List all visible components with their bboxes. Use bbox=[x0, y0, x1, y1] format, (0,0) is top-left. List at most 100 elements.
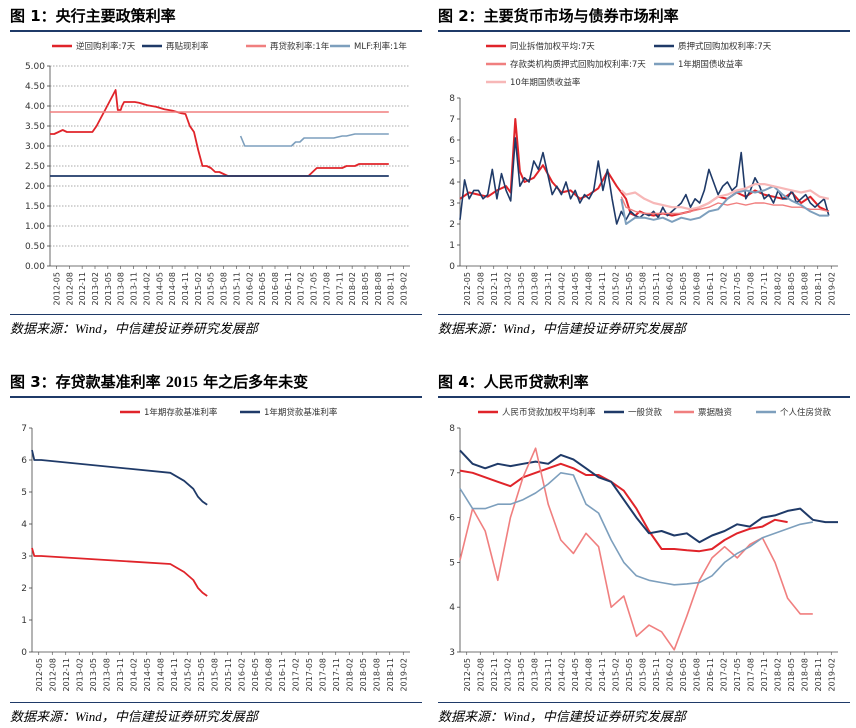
chart-svg-3: 0 1 2 3 4 5 6 7 2012-05 2012-08 2012-11 2013-02 2013… bbox=[21, 407, 410, 691]
x-tick-label: 2015-11 bbox=[652, 658, 661, 691]
chart-title-text-1: 央行主要政策利率 bbox=[55, 7, 176, 25]
y-tick-label: 1 bbox=[21, 616, 27, 626]
chart-panel-4: 图 4：人民币贷款利率 3 4 5 6 7 8 2012-05 2012-08 2012-11 2… bbox=[438, 370, 856, 726]
x-tick-label: 2018-02 bbox=[345, 658, 354, 691]
y-tick-label: 8 bbox=[449, 94, 455, 104]
x-tick-label: 2012-11 bbox=[490, 272, 499, 305]
source-rule bbox=[438, 702, 850, 703]
chart-svg-4: 3 4 5 6 7 8 2012-05 2012-08 2012-11 2013-02 2013-0… bbox=[449, 407, 838, 691]
x-tick-label: 2014-05 bbox=[571, 658, 580, 691]
series-line bbox=[31, 449, 208, 506]
x-tick-label: 2012-08 bbox=[48, 658, 57, 691]
y-tick-label: 7 bbox=[21, 424, 27, 434]
x-tick-label: 2015-02 bbox=[194, 272, 203, 305]
x-tick-label: 2016-11 bbox=[284, 272, 293, 305]
x-tick-label: 2016-05 bbox=[258, 272, 267, 305]
x-tick-label: 2015-02 bbox=[611, 658, 620, 691]
y-tick-label: 0.00 bbox=[25, 262, 45, 272]
x-tick-label: 2013-08 bbox=[530, 658, 539, 691]
y-tick-label: 4 bbox=[449, 603, 455, 613]
x-tick-label: 2015-08 bbox=[638, 272, 647, 305]
legend-label: 再贴现利率 bbox=[166, 41, 209, 52]
x-tick-label: 2018-08 bbox=[800, 272, 809, 305]
series-line bbox=[239, 133, 389, 147]
x-tick-label: 2014-08 bbox=[584, 272, 593, 305]
y-tick-label: 0.50 bbox=[25, 242, 45, 252]
y-tick-label: 1 bbox=[449, 241, 455, 251]
legend-label: 再贷款利率:1年 bbox=[270, 41, 330, 52]
x-tick-label: 2012-05 bbox=[463, 272, 472, 305]
legend-label: 存款类机构质押式回购加权利率:7天 bbox=[510, 59, 646, 70]
series-line bbox=[459, 449, 838, 544]
x-tick-label: 2014-02 bbox=[129, 658, 138, 691]
source-note: 数据来源：Wind，中信建投证券研究发展部 bbox=[438, 709, 686, 724]
y-tick-label: 1.50 bbox=[25, 202, 45, 212]
x-tick-label: 2018-05 bbox=[359, 658, 368, 691]
x-tick-label: 2016-08 bbox=[264, 658, 273, 691]
series-line bbox=[620, 185, 829, 225]
x-tick-label: 2017-05 bbox=[733, 272, 742, 305]
source-note: 数据来源：Wind，中信建投证券研究发展部 bbox=[438, 321, 686, 336]
legend-label: 1年期存款基准利率 bbox=[144, 407, 218, 418]
x-tick-label: 2018-08 bbox=[800, 658, 809, 691]
x-tick-label: 2016-05 bbox=[679, 658, 688, 691]
y-tick-label: 8 bbox=[449, 424, 455, 434]
legend-label: MLF:利率:1年 bbox=[354, 41, 407, 52]
x-tick-label: 2019-02 bbox=[399, 658, 408, 691]
x-tick-label: 2018-08 bbox=[374, 272, 383, 305]
legend-label: 质押式回购加权利率:7天 bbox=[678, 41, 772, 52]
x-tick-label: 2012-11 bbox=[78, 272, 87, 305]
y-tick-label: 6 bbox=[449, 136, 455, 146]
x-tick-label: 2016-05 bbox=[251, 658, 260, 691]
y-tick-label: 2.00 bbox=[25, 182, 45, 192]
x-tick-label: 2018-11 bbox=[814, 272, 823, 305]
x-tick-label: 2017-11 bbox=[335, 272, 344, 305]
x-tick-label: 2014-08 bbox=[584, 658, 593, 691]
x-tick-label: 2017-05 bbox=[733, 658, 742, 691]
x-tick-label: 2013-02 bbox=[503, 658, 512, 691]
y-tick-label: 4.50 bbox=[25, 82, 45, 92]
y-tick-label: 0 bbox=[449, 262, 455, 272]
x-tick-label: 2014-02 bbox=[142, 272, 151, 305]
y-tick-label: 6 bbox=[449, 514, 455, 524]
x-tick-label: 2017-08 bbox=[746, 272, 755, 305]
x-tick-label: 2014-11 bbox=[598, 658, 607, 691]
x-tick-label: 2013-02 bbox=[503, 272, 512, 305]
chart-label-3: 图 3： bbox=[10, 373, 56, 391]
source-note: 数据来源：Wind，中信建投证券研究发展部 bbox=[10, 709, 258, 724]
x-tick-label: 2012-11 bbox=[62, 658, 71, 691]
chart-title-text-4: 人民币贷款利率 bbox=[483, 373, 589, 391]
y-tick-label: 4 bbox=[449, 178, 455, 188]
x-tick-label: 2018-05 bbox=[787, 658, 796, 691]
x-tick-label: 2015-05 bbox=[197, 658, 206, 691]
x-tick-label: 2012-05 bbox=[52, 272, 61, 305]
y-tick-label: 2.50 bbox=[25, 162, 45, 172]
y-tick-label: 5 bbox=[449, 558, 455, 568]
x-tick-label: 2015-05 bbox=[207, 272, 216, 305]
chart-label-4: 图 4： bbox=[438, 373, 484, 391]
y-tick-label: 7 bbox=[449, 115, 455, 125]
source-note: 数据来源：Wind，中信建投证券研究发展部 bbox=[10, 321, 258, 336]
y-tick-label: 2 bbox=[449, 220, 455, 230]
chart-label-2: 图 2： bbox=[438, 7, 484, 25]
x-tick-label: 2013-02 bbox=[75, 658, 84, 691]
x-tick-label: 2016-08 bbox=[271, 272, 280, 305]
legend-label: 1年期国债收益率 bbox=[678, 59, 743, 70]
x-tick-label: 2014-11 bbox=[598, 272, 607, 305]
y-tick-label: 3 bbox=[449, 648, 455, 658]
x-tick-label: 2018-11 bbox=[387, 272, 396, 305]
chart-title-4: 图 4：人民币贷款利率 bbox=[438, 370, 589, 394]
x-tick-label: 2018-05 bbox=[361, 272, 370, 305]
x-tick-label: 2015-08 bbox=[210, 658, 219, 691]
y-tick-label: 5 bbox=[21, 488, 27, 498]
x-tick-label: 2016-11 bbox=[278, 658, 287, 691]
x-tick-label: 2012-08 bbox=[476, 658, 485, 691]
legend-label: 一般贷款 bbox=[628, 407, 663, 418]
chart-title-rest-3: 年之后多年未变 bbox=[197, 373, 309, 391]
x-tick-label: 2019-02 bbox=[827, 658, 836, 691]
x-tick-label: 2013-11 bbox=[544, 272, 553, 305]
chart-title-2: 图 2：主要货币市场与债券市场利率 bbox=[438, 4, 679, 28]
legend-label: 同业拆借加权平均:7天 bbox=[510, 41, 595, 52]
x-tick-label: 2018-05 bbox=[787, 272, 796, 305]
x-tick-label: 2014-11 bbox=[170, 658, 179, 691]
